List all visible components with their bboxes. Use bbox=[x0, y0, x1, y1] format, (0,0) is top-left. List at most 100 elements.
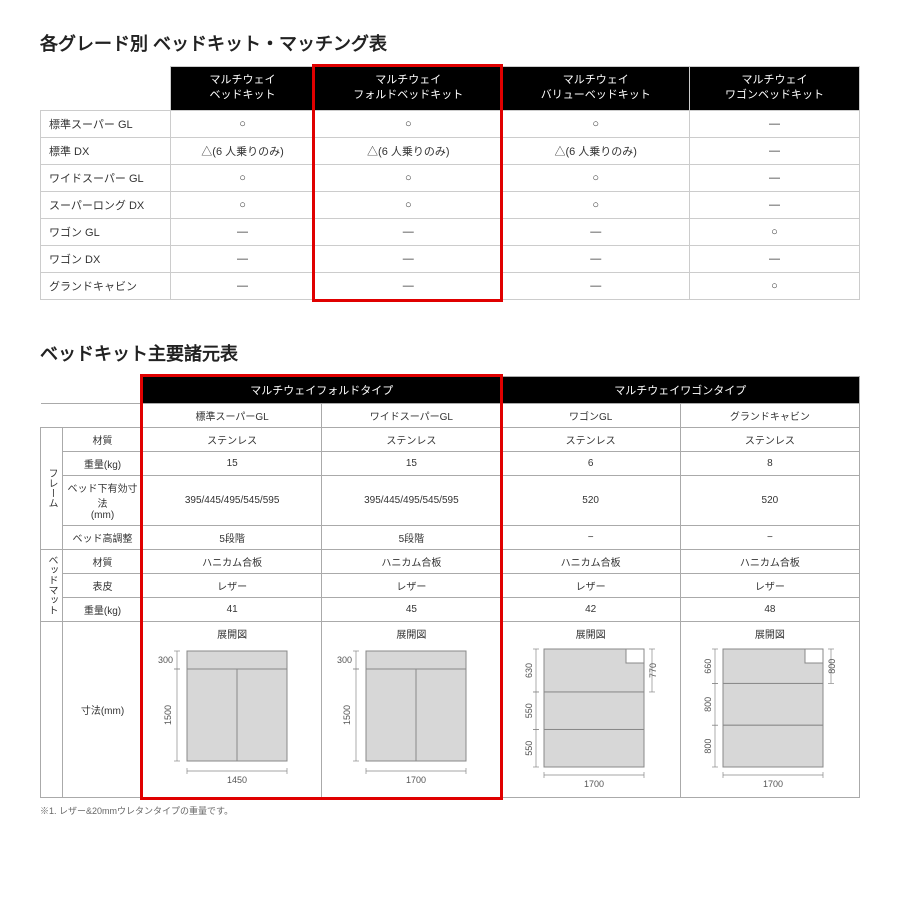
spec-cell: 15 bbox=[322, 451, 501, 475]
matching-cell: ― bbox=[315, 272, 502, 299]
svg-text:1500: 1500 bbox=[163, 705, 173, 725]
spec-rowlabel: ベッド下有効寸法(mm) bbox=[63, 475, 143, 525]
svg-text:800: 800 bbox=[703, 738, 713, 753]
matching-cell: ○ bbox=[689, 272, 859, 299]
matching-cell: △(6 人乗りのみ) bbox=[315, 137, 502, 164]
spec-side-label: フレーム bbox=[41, 427, 63, 549]
spec-cell: 395/445/495/545/595 bbox=[143, 475, 322, 525]
spec-diagram-2: 展開図6305505507701700 bbox=[501, 621, 680, 797]
matching-cell: ― bbox=[689, 164, 859, 191]
spec-cell: 48 bbox=[680, 597, 859, 621]
spec-rowlabel: 重量(kg) bbox=[63, 451, 143, 475]
matching-cell: ― bbox=[315, 245, 502, 272]
spec-cell: 5段階 bbox=[322, 525, 501, 549]
matching-cell: ― bbox=[171, 245, 315, 272]
svg-text:1700: 1700 bbox=[763, 779, 783, 789]
spec-diagram-0: 展開図30015001450 bbox=[143, 621, 322, 797]
spec-cell: ステンレス bbox=[680, 427, 859, 451]
matching-cell: ○ bbox=[315, 110, 502, 137]
spec-rowlabel: 表皮 bbox=[63, 573, 143, 597]
matching-cell: ○ bbox=[171, 110, 315, 137]
footnote: ※1. レザー&20mmウレタンタイプの重量です。 bbox=[40, 804, 860, 817]
matching-cell: ― bbox=[315, 218, 502, 245]
svg-text:1700: 1700 bbox=[406, 775, 426, 785]
matching-rowhead-1: 標準 DX bbox=[41, 137, 171, 164]
spec-cell: − bbox=[680, 525, 859, 549]
spec-cell: 42 bbox=[501, 597, 680, 621]
spec-rowlabel: ベッド高調整 bbox=[63, 525, 143, 549]
spec-cell: ハニカム合板 bbox=[322, 549, 501, 573]
spec-cell: 8 bbox=[680, 451, 859, 475]
svg-text:770: 770 bbox=[648, 663, 658, 678]
spec-cell: ハニカム合板 bbox=[143, 549, 322, 573]
matching-rowhead-0: 標準スーパー GL bbox=[41, 110, 171, 137]
spec-cell: ハニカム合板 bbox=[501, 549, 680, 573]
spec-diagram-3: 展開図6608008008001700 bbox=[680, 621, 859, 797]
spec-subhead-1: ワイドスーパーGL bbox=[322, 403, 501, 427]
svg-text:1450: 1450 bbox=[227, 775, 247, 785]
matching-cell: ― bbox=[689, 110, 859, 137]
svg-text:550: 550 bbox=[524, 703, 534, 718]
matching-cell: ○ bbox=[315, 191, 502, 218]
spec-grouphead-0: マルチウェイフォルドタイプ bbox=[143, 376, 502, 403]
matching-colhead-2: マルチウェイバリューベッドキット bbox=[502, 67, 689, 111]
svg-text:550: 550 bbox=[524, 741, 534, 756]
spec-cell: 520 bbox=[680, 475, 859, 525]
spec-subhead-0: 標準スーパーGL bbox=[143, 403, 322, 427]
spec-cell: 15 bbox=[143, 451, 322, 475]
matching-rowhead-3: スーパーロング DX bbox=[41, 191, 171, 218]
spec-table-wrap: マルチウェイフォルドタイプマルチウェイワゴンタイプ標準スーパーGLワイドスーパー… bbox=[40, 376, 860, 798]
spec-cell: ハニカム合板 bbox=[680, 549, 859, 573]
matching-cell: ○ bbox=[502, 110, 689, 137]
spec-cell: 45 bbox=[322, 597, 501, 621]
spec-cell: 5段階 bbox=[143, 525, 322, 549]
spec-cell: レザー bbox=[501, 573, 680, 597]
matching-rowhead-4: ワゴン GL bbox=[41, 218, 171, 245]
matching-rowhead-2: ワイドスーパー GL bbox=[41, 164, 171, 191]
svg-text:1500: 1500 bbox=[342, 705, 352, 725]
matching-cell: ― bbox=[502, 245, 689, 272]
spec-cell: 520 bbox=[501, 475, 680, 525]
spec-diagram-1: 展開図30015001700 bbox=[322, 621, 501, 797]
svg-text:660: 660 bbox=[703, 658, 713, 673]
matching-cell: ― bbox=[502, 272, 689, 299]
matching-rowhead-5: ワゴン DX bbox=[41, 245, 171, 272]
matching-cell: ○ bbox=[502, 164, 689, 191]
spec-dimension-label: 寸法(mm) bbox=[63, 621, 143, 797]
spec-rowlabel: 材質 bbox=[63, 427, 143, 451]
matching-cell: ― bbox=[689, 245, 859, 272]
spec-cell: 6 bbox=[501, 451, 680, 475]
matching-cell: ― bbox=[502, 218, 689, 245]
spec-cell: ステンレス bbox=[143, 427, 322, 451]
svg-text:300: 300 bbox=[158, 655, 173, 665]
matching-cell: ○ bbox=[171, 191, 315, 218]
spec-cell: レザー bbox=[680, 573, 859, 597]
matching-cell: ○ bbox=[315, 164, 502, 191]
svg-text:300: 300 bbox=[337, 655, 352, 665]
matching-cell: ― bbox=[689, 137, 859, 164]
spec-cell: − bbox=[501, 525, 680, 549]
matching-table-wrap: マルチウェイベッドキットマルチウェイフォルドベッドキットマルチウェイバリューベッ… bbox=[40, 66, 860, 300]
matching-cell: △(6 人乗りのみ) bbox=[502, 137, 689, 164]
matching-cell: ― bbox=[689, 191, 859, 218]
svg-text:800: 800 bbox=[827, 658, 837, 673]
spec-cell: ステンレス bbox=[501, 427, 680, 451]
spec-cell: レザー bbox=[143, 573, 322, 597]
spec-rowlabel: 材質 bbox=[63, 549, 143, 573]
matching-colhead-1: マルチウェイフォルドベッドキット bbox=[315, 67, 502, 111]
matching-cell: △(6 人乗りのみ) bbox=[171, 137, 315, 164]
spec-subhead-2: ワゴンGL bbox=[501, 403, 680, 427]
spec-subhead-3: グランドキャビン bbox=[680, 403, 859, 427]
spec-side-label: ベッドマット bbox=[41, 549, 63, 621]
matching-rowhead-6: グランドキャビン bbox=[41, 272, 171, 299]
spec-cell: 41 bbox=[143, 597, 322, 621]
matching-colhead-3: マルチウェイワゴンベッドキット bbox=[689, 67, 859, 111]
spec-rowlabel: 重量(kg) bbox=[63, 597, 143, 621]
matching-cell: ○ bbox=[171, 164, 315, 191]
spec-cell: 395/445/495/545/595 bbox=[322, 475, 501, 525]
matching-cell: ― bbox=[171, 218, 315, 245]
spec-title: ベッドキット主要諸元表 bbox=[40, 340, 860, 366]
svg-text:630: 630 bbox=[524, 663, 534, 678]
matching-table: マルチウェイベッドキットマルチウェイフォルドベッドキットマルチウェイバリューベッ… bbox=[40, 66, 860, 300]
matching-cell: ― bbox=[171, 272, 315, 299]
